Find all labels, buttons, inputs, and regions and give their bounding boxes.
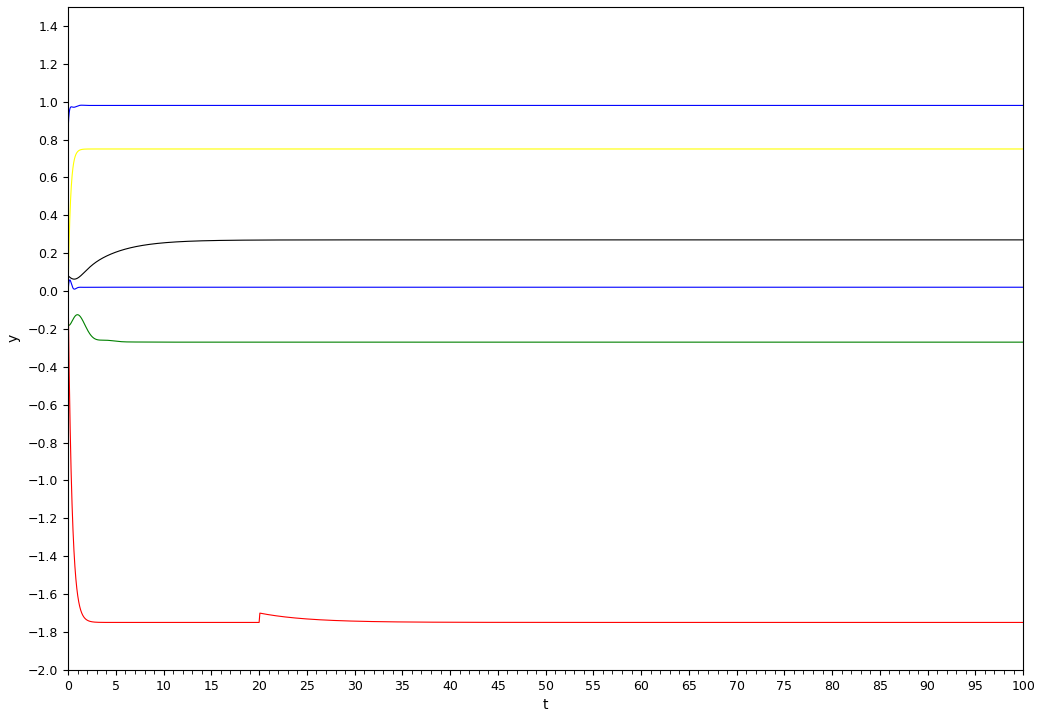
X-axis label: t: t — [543, 698, 548, 712]
Y-axis label: y: y — [7, 334, 21, 342]
